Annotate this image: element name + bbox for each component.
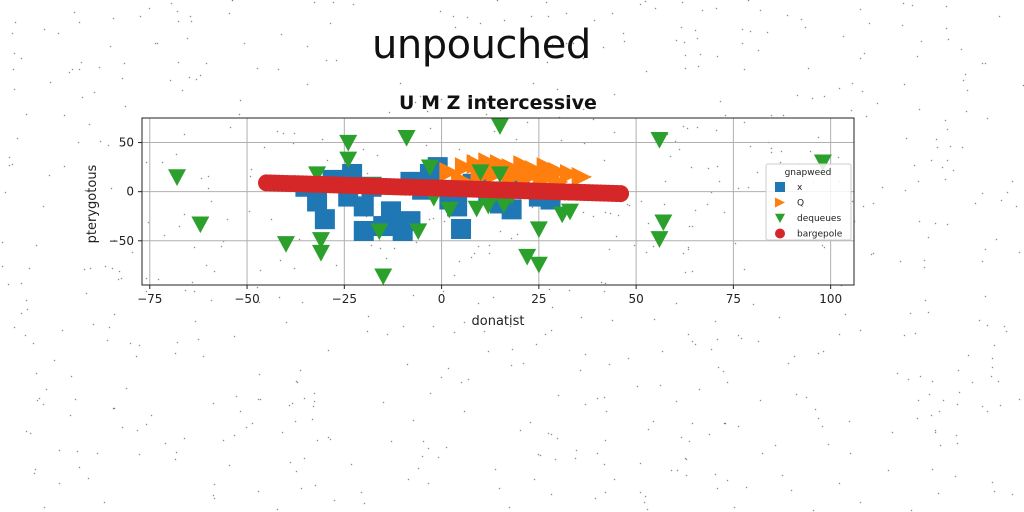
x-axis-label: donatist <box>472 314 525 329</box>
data-point-dequeues <box>276 236 295 253</box>
data-point-dequeues <box>467 200 486 218</box>
page-title: unpouched <box>372 22 591 68</box>
data-point-dequeues <box>471 164 490 182</box>
data-point-dequeues <box>490 166 509 183</box>
x-tick-label: 25 <box>531 292 546 306</box>
data-point-Q <box>540 165 561 186</box>
y-axis-label: pterygotous <box>85 164 100 243</box>
data-point-dequeues <box>479 197 498 215</box>
y-tick-label: 0 <box>126 185 134 199</box>
data-point-dequeues <box>420 159 439 177</box>
data-point-x <box>353 220 374 241</box>
legend-marker-x <box>775 182 785 192</box>
data-point-dequeues <box>370 223 389 240</box>
x-tick-label: −50 <box>234 292 259 306</box>
data-point-Q <box>524 163 545 184</box>
data-point-dequeues <box>409 223 428 240</box>
x-axis: −75 −50 −25 0 25 50 75 100 <box>137 285 842 306</box>
series-dequeues <box>168 118 832 286</box>
data-point-bargepole <box>612 185 630 203</box>
data-point-x <box>314 209 335 230</box>
data-point-dequeues <box>650 131 669 149</box>
data-point-dequeues <box>374 268 393 286</box>
data-point-dequeues <box>311 244 330 262</box>
chart-title: U M Z intercessive <box>399 92 597 114</box>
x-tick-label: 75 <box>726 292 741 306</box>
legend-label-bargepole: bargepole <box>797 230 843 240</box>
y-tick-label: 50 <box>119 136 134 150</box>
data-point-dequeues <box>650 231 669 248</box>
legend-title: gnapweed <box>785 168 832 178</box>
data-point-dequeues <box>529 221 548 239</box>
legend-label-dequeues: dequeues <box>797 214 841 224</box>
legend-marker-dequeues <box>775 213 785 223</box>
data-point-dequeues <box>518 248 537 266</box>
data-point-Q <box>454 157 475 178</box>
data-point-Q <box>559 163 580 184</box>
data-point-dequeues <box>560 203 579 221</box>
legend-label-Q: Q <box>797 199 804 209</box>
x-tick-label: −25 <box>332 292 357 306</box>
data-point-dequeues <box>813 154 832 172</box>
data-point-dequeues <box>490 118 509 135</box>
data-point-x <box>353 196 374 217</box>
data-point-Q <box>571 166 592 187</box>
x-tick-label: −75 <box>137 292 162 306</box>
series-layer <box>168 118 832 286</box>
data-point-x <box>451 219 472 240</box>
legend-label-x: x <box>797 183 803 193</box>
data-point-dequeues <box>191 216 210 234</box>
legend-marker-Q <box>775 197 785 208</box>
data-point-dequeues <box>339 134 358 152</box>
data-point-dequeues <box>440 201 459 219</box>
y-axis: −50 0 50 <box>109 136 142 248</box>
x-tick-label: 50 <box>628 292 643 306</box>
data-point-dequeues <box>529 256 548 274</box>
legend-box <box>765 163 852 241</box>
data-point-x <box>392 220 413 241</box>
y-tick-label: −50 <box>109 234 134 248</box>
data-point-dequeues <box>397 129 416 147</box>
data-point-dequeues <box>654 214 673 232</box>
data-point-dequeues <box>339 151 358 169</box>
data-point-dequeues <box>168 169 187 186</box>
data-point-dequeues <box>308 166 327 183</box>
series-bargepole <box>258 174 630 203</box>
x-tick-label: 100 <box>819 292 842 306</box>
legend-marker-bargepole <box>775 228 785 239</box>
plot-frame <box>141 117 855 286</box>
data-point-dequeues <box>494 196 513 214</box>
data-point-Q <box>439 162 460 183</box>
data-point-Q <box>509 162 530 183</box>
x-tick-label: 0 <box>438 292 446 306</box>
data-point-dequeues <box>311 232 330 249</box>
